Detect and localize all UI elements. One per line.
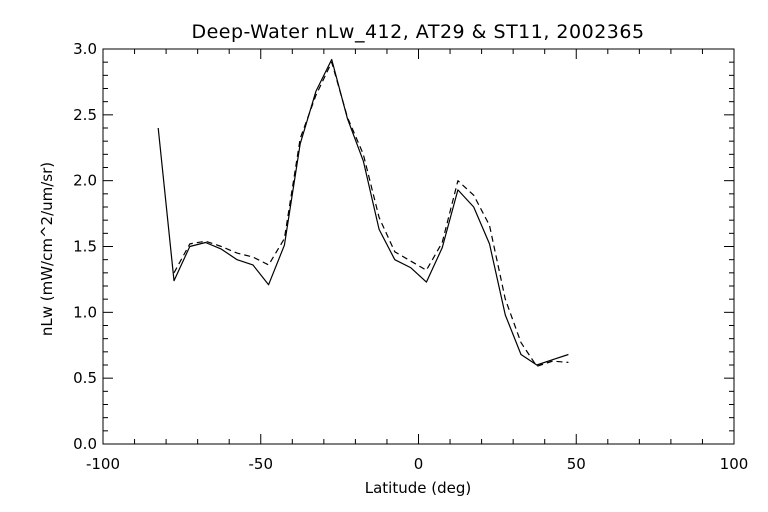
y-tick-label: 3.0 [73, 40, 97, 58]
chart-title: Deep-Water nLw_412, AT29 & ST11, 2002365 [191, 21, 644, 43]
y-tick-label: 0.0 [73, 435, 97, 453]
plot-area [102, 48, 735, 445]
x-tick-label: -100 [86, 455, 120, 473]
axis-ticks: -100 -50 0 50 100 0.0 0.5 1.0 1.5 2.0 2.5 3.0 [73, 40, 748, 473]
plot-border [102, 48, 735, 445]
y-tick-label: 1.0 [73, 303, 97, 321]
x-tick-label: -50 [249, 455, 274, 473]
x-tick-label: 0 [414, 455, 424, 473]
y-tick-label: 2.0 [73, 172, 97, 190]
data-series [157, 58, 569, 367]
y-axis-label: nLw (mW/cm^2/um/sr) [38, 162, 56, 336]
x-tick-label: 50 [567, 455, 586, 473]
series-line-solid [157, 58, 569, 366]
y-tick-label: 1.5 [73, 238, 97, 256]
x-tick-label: 100 [720, 455, 749, 473]
series-line-dashed [173, 61, 569, 367]
x-axis-label: Latitude (deg) [365, 479, 471, 497]
y-tick-label: 2.5 [73, 106, 97, 124]
y-tick-label: 0.5 [73, 369, 97, 387]
